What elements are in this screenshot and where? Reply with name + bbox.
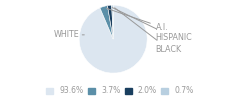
Text: WHITE: WHITE	[54, 30, 84, 39]
Wedge shape	[108, 5, 113, 39]
Wedge shape	[100, 6, 113, 39]
Text: HISPANIC: HISPANIC	[112, 8, 192, 42]
Legend: 93.6%, 3.7%, 2.0%, 0.7%: 93.6%, 3.7%, 2.0%, 0.7%	[46, 86, 194, 96]
Wedge shape	[112, 5, 113, 39]
Text: A.I.: A.I.	[107, 8, 168, 32]
Wedge shape	[79, 5, 147, 73]
Text: BLACK: BLACK	[115, 8, 182, 54]
